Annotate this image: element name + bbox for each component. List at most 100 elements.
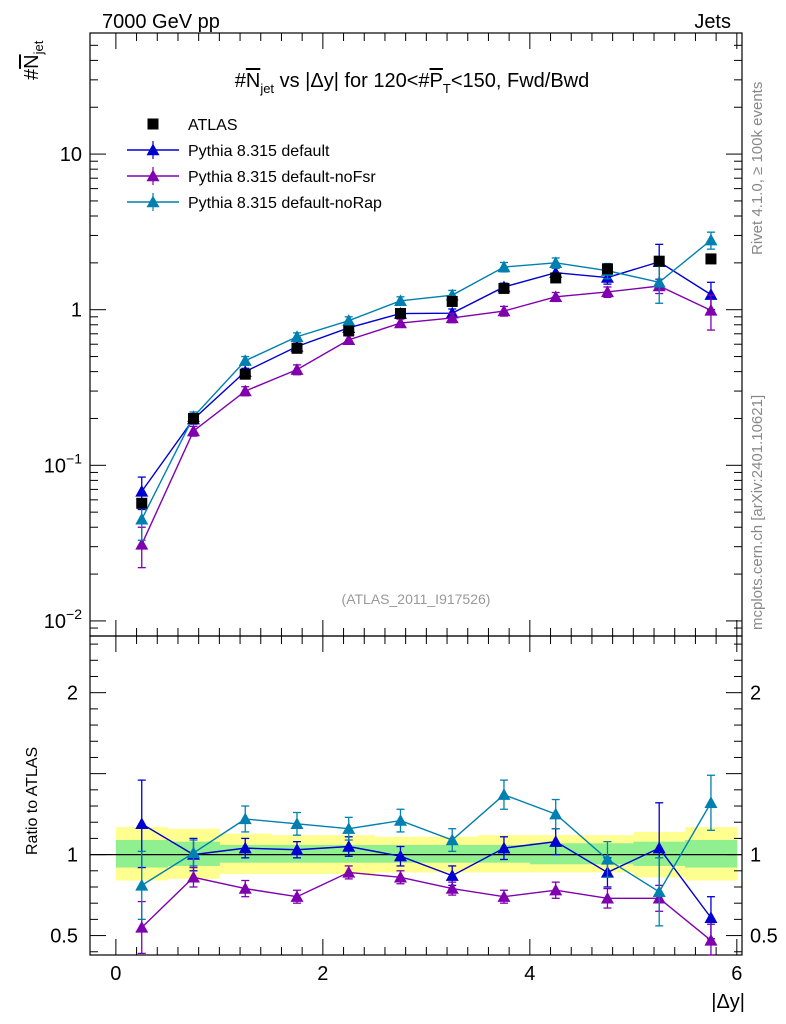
y-tick-label: 10−1 [44, 450, 82, 477]
ratio-y-tick-label-right: 0.5 [750, 926, 778, 948]
ratio-point-noFsr [342, 865, 356, 878]
ratio-point-noRap [393, 814, 407, 826]
point-noFsr [497, 304, 511, 317]
point-noFsr [704, 303, 718, 316]
x-axis-label: |Δy| [711, 991, 745, 1013]
ratio-line-default [141, 823, 712, 919]
band-green [426, 844, 479, 863]
header-left: 7000 GeV pp [102, 11, 220, 33]
ratio-point-default [135, 817, 149, 830]
rivet-label: Rivet 4.1.0, ≥ 100k events [749, 82, 766, 255]
point-noRap [290, 330, 304, 342]
header-right: Jets [694, 11, 731, 33]
ratio-point-default [704, 911, 718, 923]
x-tick-label: 4 [524, 963, 535, 985]
point-noFsr [186, 424, 200, 437]
legend-label: Pythia 8.315 default-noFsr [188, 169, 376, 186]
ratio-point-noFsr [186, 870, 200, 883]
ratio-line-noFsr [141, 871, 712, 941]
y-tick-exp: −2 [66, 606, 82, 622]
ratio-y-tick-label-right: 1 [750, 845, 761, 867]
point-atlas [136, 497, 148, 509]
point-noFsr [393, 316, 407, 329]
point-noRap [342, 314, 356, 326]
main-panel: 10 −2 10−1 1 10 [44, 32, 743, 637]
y-tick-label: 1 [71, 300, 82, 322]
point-atlas [446, 295, 458, 307]
ratio-point-noRap [600, 852, 614, 865]
point-atlas [705, 253, 717, 265]
point-noFsr [600, 285, 614, 298]
point-atlas [394, 308, 406, 320]
ratio-point-default [549, 835, 563, 847]
point-default [135, 484, 149, 497]
point-atlas [291, 342, 303, 354]
x-tick-label: 2 [317, 963, 328, 985]
point-noRap [497, 260, 511, 273]
legend-marker-default [146, 143, 160, 156]
point-noFsr [135, 537, 149, 550]
point-atlas [550, 272, 562, 284]
ratio-point-noFsr [135, 920, 149, 933]
ratio-point-noRap [135, 878, 149, 891]
main-y-label: #Njet [21, 40, 46, 80]
point-atlas [239, 368, 251, 380]
point-atlas [498, 282, 510, 294]
y-tick-base: 10 [44, 455, 66, 477]
point-noFsr [342, 333, 356, 346]
legend-marker-noFsr [146, 169, 160, 182]
ratio-y-tick-label: 1 [67, 845, 78, 867]
legend-marker-noRap [146, 195, 160, 208]
ratio-point-noRap [238, 812, 252, 825]
ratio-point-noFsr [549, 883, 563, 896]
legend-label: Pythia 8.315 default [188, 143, 330, 160]
y-tick-exp: −1 [66, 450, 82, 466]
ratio-point-noRap [186, 846, 200, 859]
ratio-point-noFsr [497, 890, 511, 902]
ratio-point-default [342, 840, 356, 852]
legend-label: Pythia 8.315 default-noRap [188, 195, 382, 212]
reference-label: (ATLAS_2011_I917526) [342, 591, 491, 607]
x-tick-label: 0 [110, 963, 121, 985]
ratio-point-default [445, 869, 459, 881]
main-title: #Njet vs |Δy| for 120<#PT<150, Fwd/Bwd [235, 70, 590, 96]
point-noFsr [238, 384, 252, 397]
legend-label: ATLAS [188, 117, 238, 134]
legend: ATLAS Pythia 8.315 default Pythia 8.315 de… [127, 117, 382, 212]
ratio-y-tick-label-right: 2 [750, 683, 761, 705]
point-noRap [393, 294, 407, 307]
ratio-point-noRap [342, 822, 356, 834]
ratio-point-noRap [652, 885, 666, 898]
point-atlas [343, 325, 355, 337]
point-noRap [238, 354, 252, 366]
y-tick-label: 10 [60, 144, 82, 166]
series-line-noRap [141, 239, 712, 520]
ratio-point-noFsr [704, 933, 718, 946]
point-noFsr [290, 363, 304, 375]
ratio-point-noRap [445, 833, 459, 846]
ratio-line-noRap [141, 793, 712, 893]
x-tick-label: 6 [731, 963, 742, 985]
mcplots-label: mcplots.cern.ch [arXiv:2401.10621] [749, 395, 766, 630]
ratio-y-tick-label: 2 [67, 683, 78, 705]
point-atlas [601, 263, 613, 275]
ratio-frame [89, 635, 743, 956]
ratio-point-noFsr [238, 882, 252, 894]
point-noFsr [549, 290, 563, 303]
ratio-point-noFsr [393, 870, 407, 883]
point-noFsr [445, 311, 459, 324]
ratio-point-noRap [497, 788, 511, 800]
ratio-point-noRap [290, 817, 304, 830]
point-atlas [653, 255, 665, 267]
ratio-point-default [393, 849, 407, 862]
ratio-y-label: Ratio to ATLAS [24, 747, 41, 855]
ratio-point-default [497, 841, 511, 854]
legend-marker-atlas [147, 118, 159, 130]
point-default [704, 288, 718, 300]
ratio-point-noRap [549, 807, 563, 820]
point-noRap [549, 256, 563, 269]
series-line-default [141, 261, 712, 492]
ratio-point-default [290, 843, 304, 855]
band-green [685, 840, 738, 868]
